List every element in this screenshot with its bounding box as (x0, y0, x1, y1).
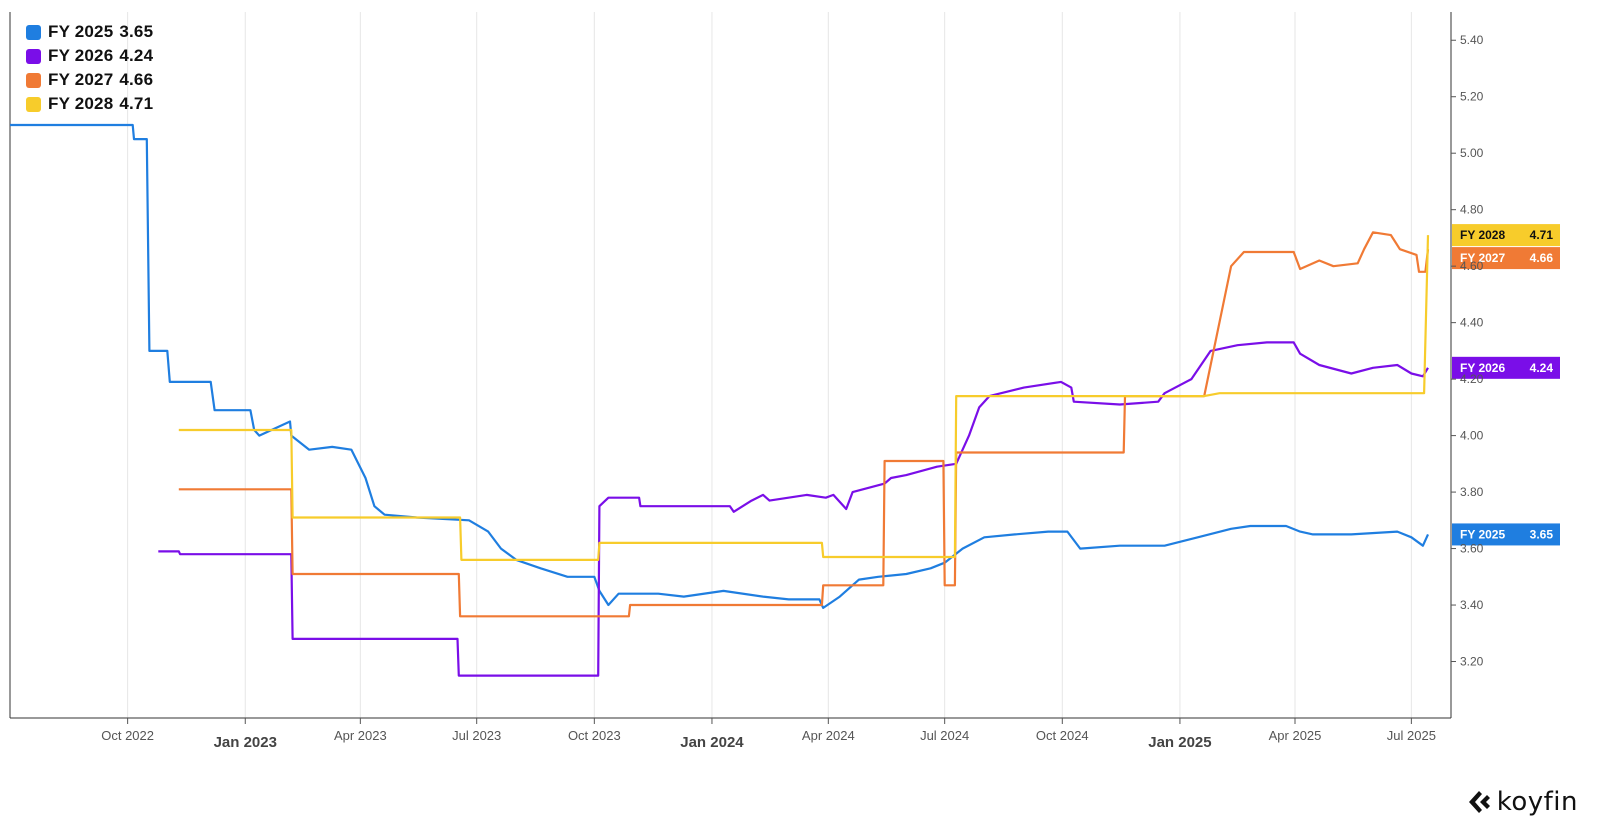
x-tick-label: Jul 2023 (452, 728, 501, 743)
y-tick-label: 4.80 (1460, 203, 1484, 217)
x-tick-label: Oct 2023 (568, 728, 621, 743)
badge-fy-2027: FY 2027 4.66 (1452, 247, 1560, 270)
legend-item[interactable]: FY 2026 4.24 (26, 44, 159, 68)
y-tick-label: 5.00 (1460, 146, 1484, 160)
y-tick-label: 4.00 (1460, 429, 1484, 443)
koyfin-logo-icon (1468, 791, 1490, 813)
legend-swatch (26, 48, 41, 64)
badge-series-name: FY 2028 (1460, 228, 1505, 242)
badge-fy-2026: FY 2026 4.24 (1452, 356, 1560, 379)
legend-item[interactable]: FY 2025 3.65 (26, 20, 159, 44)
badge-fy-2028: FY 2028 4.71 (1452, 224, 1560, 247)
y-tick-label: 3.20 (1460, 655, 1484, 669)
series-line-fy-2025 (10, 123, 1430, 610)
x-tick-label: Jul 2024 (920, 728, 969, 743)
legend-series-name: FY 2025 (48, 22, 114, 41)
x-tick-label: Jan 2023 (214, 734, 277, 751)
x-axis-ticks: Oct 2022 Jan 2023 Apr 2023 Jul 2023 Oct 2023… (101, 718, 1436, 751)
y-tick-label: 3.60 (1460, 542, 1484, 556)
x-tick-label: Apr 2024 (802, 728, 855, 743)
legend-series-name: FY 2028 (48, 94, 114, 113)
badge-background (1452, 224, 1560, 247)
grid-lines (127, 12, 1412, 718)
x-tick-label: Apr 2023 (334, 728, 387, 743)
legend-item[interactable]: FY 2027 4.66 (26, 68, 159, 92)
brand-name: koyfin (1496, 787, 1578, 817)
badge-background (1452, 523, 1560, 546)
y-tick-label: 4.40 (1460, 316, 1484, 330)
badge-fy-2025: FY 2025 3.65 (1452, 523, 1560, 546)
series-line-fy-2027 (178, 231, 1430, 618)
y-tick-label: 5.20 (1460, 90, 1484, 104)
badge-value: 4.24 (1530, 361, 1554, 375)
badge-series-name: FY 2026 (1460, 361, 1505, 375)
y-tick-label: 4.20 (1460, 372, 1484, 386)
y-tick-label: 3.40 (1460, 598, 1484, 612)
legend-item[interactable]: FY 2028 4.71 (26, 92, 159, 116)
series-line-fy-2028 (178, 235, 1430, 562)
legend-label: FY 2025 3.65 (48, 22, 159, 42)
legend-series-value: 3.65 (119, 22, 154, 41)
legend-label: FY 2028 4.71 (48, 94, 159, 114)
legend-series-value: 4.71 (119, 94, 154, 113)
badge-series-name: FY 2027 (1460, 251, 1505, 265)
y-tick-label: 3.80 (1460, 485, 1484, 499)
y-tick-label: 5.40 (1460, 33, 1484, 47)
badge-value: 4.71 (1530, 228, 1554, 242)
brand-logo: koyfin (1467, 787, 1578, 817)
last-value-badges: FY 2028 4.71 FY 2027 4.66 FY 2026 4.24 FY 2025… (1452, 224, 1560, 546)
badge-value: 3.65 (1530, 527, 1554, 541)
legend-label: FY 2026 4.24 (48, 46, 159, 66)
series-lines (10, 123, 1430, 677)
x-tick-label: Jan 2024 (680, 734, 744, 751)
legend-swatch (26, 72, 41, 88)
badge-value: 4.66 (1530, 251, 1554, 265)
legend-series-value: 4.66 (119, 70, 154, 89)
x-tick-label: Jan 2025 (1148, 734, 1211, 751)
x-tick-label: Apr 2025 (1269, 728, 1322, 743)
legend-label: FY 2027 4.66 (48, 70, 159, 90)
legend-series-name: FY 2026 (48, 46, 114, 65)
x-tick-label: Oct 2024 (1036, 728, 1089, 743)
axes (9, 12, 1452, 719)
legend-series-value: 4.24 (119, 46, 154, 65)
series-line-fy-2026 (158, 341, 1429, 677)
legend: FY 2025 3.65 FY 2026 4.24 FY 2027 4.66 FY 2028… (26, 20, 159, 116)
x-tick-label: Oct 2022 (101, 728, 154, 743)
y-tick-label: 4.60 (1460, 259, 1484, 273)
x-tick-label: Jul 2025 (1387, 728, 1436, 743)
legend-swatch (26, 24, 41, 40)
legend-swatch (26, 96, 41, 112)
badge-background (1452, 356, 1560, 379)
legend-series-name: FY 2027 (48, 70, 114, 89)
badge-series-name: FY 2025 (1460, 527, 1505, 541)
badge-background (1452, 247, 1560, 270)
y-axis-ticks: 5.40 5.20 5.00 4.80 4.60 4.40 4.20 4.00 3.80 3.60… (1451, 33, 1484, 669)
